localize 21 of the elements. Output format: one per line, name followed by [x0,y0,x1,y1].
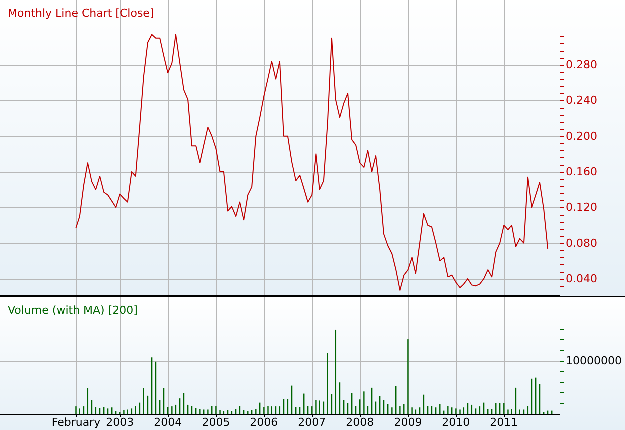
x-tick-label: February [52,416,102,429]
x-tick-label: 2006 [250,416,278,429]
line-series [76,34,549,292]
y-tick-label: 0.120 [566,201,598,214]
y-tick-label: 0.080 [566,236,598,250]
x-tick-label: 2010 [442,416,470,429]
x-tick-label: 2009 [394,416,422,429]
text: Volume (with MA) [200] [8,304,138,317]
y-tick-label: 0.040 [566,272,598,286]
text: Monthly Line Chart [Close] [8,7,154,20]
x-tick-label: 2003 [106,416,134,429]
x-tick-label: 2011 [490,416,518,429]
x-tick-label: 2005 [202,416,230,429]
x-tick-label: 2007 [298,416,326,429]
y-tick-label: 10000000 [566,354,622,368]
y-tick-label: 0.200 [566,130,598,143]
y-tick-label: 0.240 [566,94,598,108]
x-tick-label: 2008 [346,416,374,429]
y-tick-label: 0.280 [566,58,598,72]
y-tick-label: 0.160 [566,166,598,179]
x-tick-label: 2004 [154,416,182,429]
